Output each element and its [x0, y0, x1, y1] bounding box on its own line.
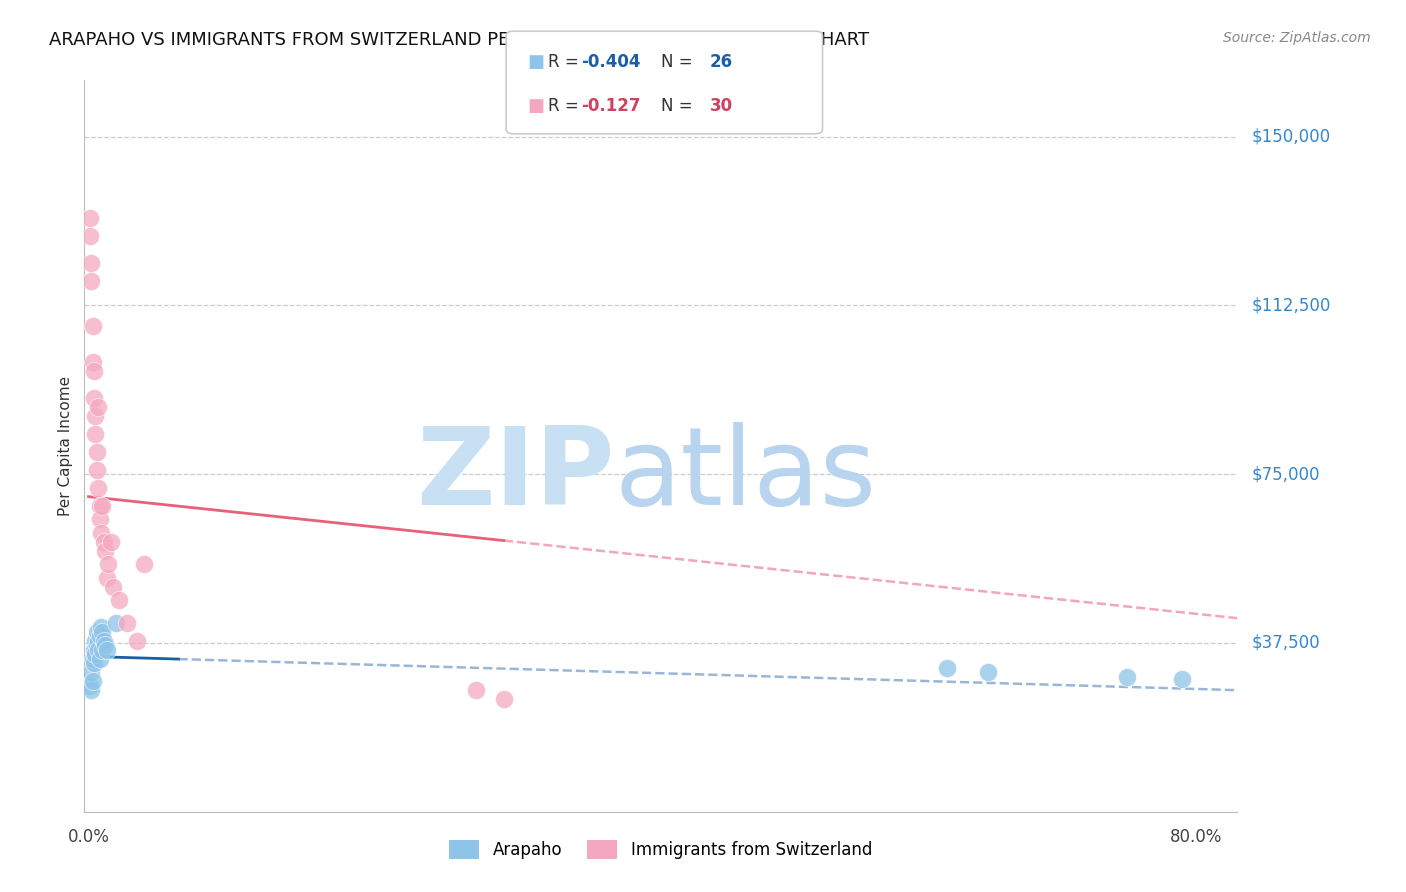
- Point: [87, 400, 110, 414]
- Point: [87, 642, 110, 657]
- Text: 26: 26: [710, 53, 733, 70]
- Point: [86, 462, 108, 476]
- Text: R =: R =: [548, 97, 589, 115]
- Point: [87, 481, 110, 495]
- Point: [1171, 672, 1194, 686]
- Point: [83, 363, 105, 377]
- Point: [89, 629, 111, 643]
- Text: N =: N =: [661, 97, 697, 115]
- Point: [80, 255, 103, 269]
- Point: [83, 642, 105, 657]
- Point: [90, 620, 112, 634]
- Point: [79, 679, 101, 693]
- Point: [492, 692, 515, 706]
- Point: [94, 638, 117, 652]
- Text: ■: ■: [527, 53, 544, 70]
- Text: ■: ■: [527, 97, 544, 115]
- Point: [80, 274, 103, 288]
- Y-axis label: Per Capita Income: Per Capita Income: [58, 376, 73, 516]
- Point: [91, 624, 114, 639]
- Point: [79, 228, 101, 243]
- Text: ZIP: ZIP: [416, 422, 614, 528]
- Point: [83, 656, 105, 670]
- Point: [84, 633, 107, 648]
- Point: [97, 557, 120, 571]
- Point: [1115, 670, 1137, 684]
- Point: [90, 525, 112, 540]
- Point: [93, 534, 115, 549]
- Point: [89, 512, 111, 526]
- Point: [935, 661, 957, 675]
- Point: [125, 633, 148, 648]
- Text: R =: R =: [548, 53, 585, 70]
- Text: N =: N =: [661, 53, 697, 70]
- Point: [93, 633, 115, 648]
- Point: [105, 615, 128, 630]
- Point: [89, 499, 111, 513]
- Text: 30: 30: [710, 97, 733, 115]
- Point: [82, 354, 104, 368]
- Text: $75,000: $75,000: [1251, 465, 1320, 483]
- Point: [84, 647, 107, 661]
- Point: [103, 580, 125, 594]
- Point: [83, 391, 105, 405]
- Point: [82, 674, 104, 689]
- Text: -0.404: -0.404: [581, 53, 640, 70]
- Text: $150,000: $150,000: [1251, 128, 1330, 145]
- Point: [91, 642, 114, 657]
- Text: $112,500: $112,500: [1251, 296, 1330, 314]
- Point: [132, 557, 155, 571]
- Point: [94, 543, 117, 558]
- Point: [96, 642, 118, 657]
- Point: [117, 615, 139, 630]
- Point: [80, 665, 103, 680]
- Text: -0.127: -0.127: [581, 97, 640, 115]
- Point: [465, 683, 488, 698]
- Point: [91, 499, 114, 513]
- Point: [82, 651, 104, 665]
- Legend: Arapaho, Immigrants from Switzerland: Arapaho, Immigrants from Switzerland: [443, 833, 879, 865]
- Point: [100, 534, 122, 549]
- Point: [84, 409, 107, 423]
- Point: [86, 624, 108, 639]
- Text: ARAPAHO VS IMMIGRANTS FROM SWITZERLAND PER CAPITA INCOME CORRELATION CHART: ARAPAHO VS IMMIGRANTS FROM SWITZERLAND P…: [49, 31, 869, 49]
- Text: Source: ZipAtlas.com: Source: ZipAtlas.com: [1223, 31, 1371, 45]
- Point: [79, 211, 101, 225]
- Point: [977, 665, 1000, 680]
- Point: [86, 638, 108, 652]
- Point: [87, 633, 110, 648]
- Point: [82, 318, 104, 333]
- Text: atlas: atlas: [614, 422, 877, 528]
- Point: [96, 571, 118, 585]
- Point: [108, 593, 131, 607]
- Point: [80, 683, 103, 698]
- Point: [84, 426, 107, 441]
- Point: [86, 444, 108, 458]
- Point: [89, 651, 111, 665]
- Text: $37,500: $37,500: [1251, 634, 1320, 652]
